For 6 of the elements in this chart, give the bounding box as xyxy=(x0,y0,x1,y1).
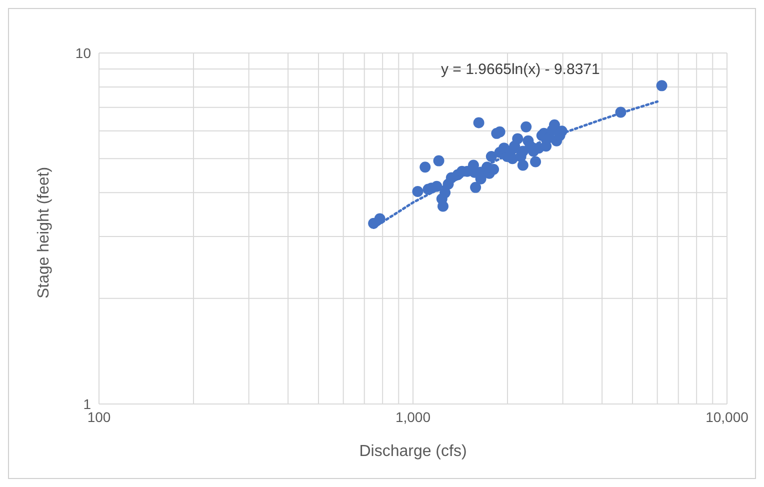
x-tick-label: 1,000 xyxy=(395,408,431,425)
annotation: y = 1.9665ln(x) - 9.8371 xyxy=(441,61,600,78)
x-axis-title: Discharge (cfs) xyxy=(359,443,467,460)
x-tick-label: 10,000 xyxy=(706,408,749,425)
y-axis-title: Stage height (feet) xyxy=(36,166,53,298)
y-tick-label: 10 xyxy=(75,44,92,61)
